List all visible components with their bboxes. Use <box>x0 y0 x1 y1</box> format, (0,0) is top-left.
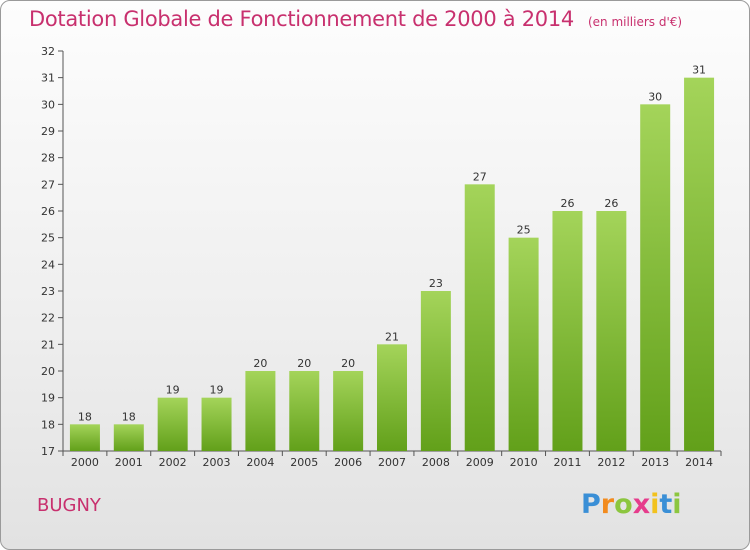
x-tick-label: 2007 <box>378 456 406 469</box>
x-tick-label: 2005 <box>290 456 318 469</box>
y-tick-label: 24 <box>41 258 55 271</box>
x-tick-label: 2004 <box>246 456 274 469</box>
logo-letter: r <box>600 489 615 520</box>
bar <box>201 397 232 451</box>
y-tick-label: 31 <box>41 72 55 85</box>
x-tick-label: 2006 <box>334 456 362 469</box>
x-tick-label: 2001 <box>115 456 143 469</box>
x-tick-label: 2003 <box>203 456 231 469</box>
y-tick-label: 25 <box>41 232 55 245</box>
data-label: 26 <box>604 197 618 210</box>
logo-letter: x <box>632 489 651 520</box>
data-label: 19 <box>210 384 224 397</box>
data-label: 20 <box>341 357 355 370</box>
data-label: 25 <box>517 224 531 237</box>
bar <box>508 237 539 451</box>
data-label: 27 <box>473 170 487 183</box>
y-tick-label: 28 <box>41 152 55 165</box>
bar <box>113 424 144 451</box>
y-tick-label: 27 <box>41 178 55 191</box>
data-label: 18 <box>78 410 92 423</box>
data-label: 26 <box>560 197 574 210</box>
units-label: (en milliers d'€) <box>587 15 683 29</box>
logo-letter: o <box>614 489 633 520</box>
data-label: 20 <box>253 357 267 370</box>
x-tick-label: 2000 <box>71 456 99 469</box>
data-label: 21 <box>385 330 399 343</box>
y-tick-label: 26 <box>41 205 55 218</box>
bar <box>640 104 671 451</box>
y-tick-label: 17 <box>41 445 55 458</box>
x-tick-label: 2008 <box>422 456 450 469</box>
x-tick-label: 2009 <box>466 456 494 469</box>
bar <box>157 397 188 451</box>
y-tick-label: 32 <box>41 45 55 58</box>
x-tick-label: 2012 <box>597 456 625 469</box>
logo-letter: t <box>659 489 673 520</box>
bar <box>684 77 715 452</box>
y-tick-label: 18 <box>41 418 55 431</box>
title-text: Dotation Globale de Fonctionnement de 20… <box>29 7 574 31</box>
data-label: 23 <box>429 277 443 290</box>
data-label: 19 <box>166 384 180 397</box>
y-tick-label: 29 <box>41 125 55 138</box>
y-tick-label: 20 <box>41 365 55 378</box>
commune-name: BUGNY <box>37 495 101 516</box>
x-tick-label: 2010 <box>510 456 538 469</box>
y-tick-label: 23 <box>41 285 55 298</box>
logo-letter: i <box>650 489 660 520</box>
y-tick-label: 21 <box>41 338 55 351</box>
data-label: 18 <box>122 410 136 423</box>
chart-title: Dotation Globale de Fonctionnement de 20… <box>29 7 682 31</box>
bar <box>245 371 276 451</box>
x-tick-label: 2002 <box>159 456 187 469</box>
bar <box>377 344 407 451</box>
y-tick-label: 22 <box>41 312 55 325</box>
bar <box>552 211 583 451</box>
bar <box>69 424 100 451</box>
bar <box>596 211 627 451</box>
proxiti-logo: Proxiti <box>581 489 682 520</box>
y-tick-label: 19 <box>41 392 55 405</box>
x-tick-label: 2013 <box>641 456 669 469</box>
logo-letter: i <box>672 489 682 520</box>
bar <box>333 371 364 451</box>
bar <box>420 291 451 451</box>
data-label: 20 <box>297 357 311 370</box>
logo-letter: P <box>581 489 601 520</box>
data-label: 31 <box>692 64 706 77</box>
x-tick-label: 2014 <box>685 456 713 469</box>
bar <box>289 371 320 451</box>
y-tick-label: 30 <box>41 98 55 111</box>
data-label: 30 <box>648 90 662 103</box>
x-tick-label: 2011 <box>553 456 581 469</box>
bar <box>464 184 495 452</box>
